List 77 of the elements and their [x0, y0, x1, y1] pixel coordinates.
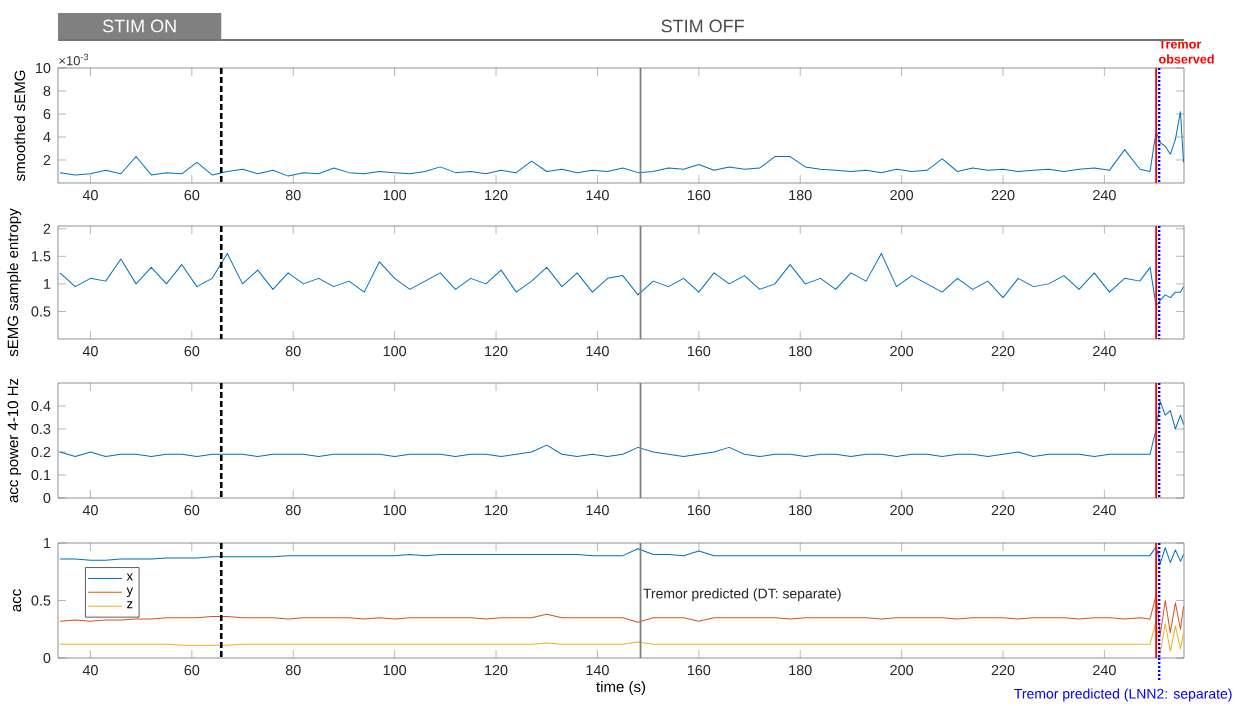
x-tick-label: 80 [285, 346, 301, 357]
y-tick-label: 0.3 [31, 423, 51, 435]
x-tick-label: 140 [586, 190, 609, 201]
x-tick-label: 200 [890, 505, 914, 516]
y-tick-label: 0.5 [31, 595, 51, 606]
y-tick-label: 0.5 [31, 306, 51, 317]
y-tick-label: 10 [36, 62, 51, 74]
x-tick-label: 40 [82, 346, 98, 357]
x-tick-label: 200 [890, 346, 914, 357]
y-tick-label: 0 [43, 492, 51, 504]
x-tick-label: 60 [184, 665, 200, 676]
x-tick-label: 160 [687, 346, 711, 357]
x-tick-label: 80 [285, 190, 301, 201]
x-tick-label: 240 [1093, 505, 1116, 516]
y-tick-label: 2 [43, 154, 51, 166]
x-tick-label: 120 [485, 665, 508, 676]
y-tick-label: 8 [43, 85, 51, 97]
legend-label: z [127, 601, 133, 609]
ref-line-label: Tremor observed [1158, 39, 1214, 64]
x-tick-label: 160 [687, 190, 711, 201]
y-tick-label: 1.5 [32, 251, 51, 262]
y-tick-label: 4 [43, 132, 51, 142]
x-tick-label: 220 [991, 346, 1015, 357]
y-tick-label: 1 [44, 278, 51, 289]
x-tick-label: 120 [485, 190, 508, 201]
y-axis-title: sEMG sample entropy [7, 208, 22, 357]
x-tick-label: 240 [1093, 346, 1116, 357]
y-tick-label: 0 [43, 652, 51, 664]
x-tick-label: 240 [1093, 190, 1116, 201]
x-tick-label: 200 [890, 665, 914, 676]
x-tick-label: 100 [383, 346, 407, 357]
x-tick-label: 60 [184, 190, 200, 201]
ref-line-label: Tremor predicted (LNN2: separate) [1014, 688, 1232, 702]
line-series [59, 111, 1184, 177]
legend-label: y [126, 587, 134, 597]
x-tick-label: 180 [789, 505, 812, 516]
x-tick-label: 100 [383, 505, 407, 516]
x-tick-label: 160 [687, 505, 711, 516]
x-axis-title: time (s) [596, 681, 646, 695]
x-tick-label: 140 [586, 665, 609, 676]
x-tick-label: 100 [383, 190, 407, 201]
legend-label: x [126, 573, 133, 581]
y-tick-label: 1 [44, 538, 51, 548]
x-tick-label: 60 [184, 505, 200, 516]
x-tick-label: 80 [285, 665, 301, 676]
x-tick-label: 40 [82, 190, 98, 201]
y-tick-label: 2 [43, 223, 51, 234]
y-axis-title: acc [12, 589, 22, 612]
x-tick-label: 240 [1093, 665, 1116, 676]
x-tick-label: 40 [82, 505, 98, 516]
y-tick-label: 6 [43, 108, 51, 120]
text: STIM ON [102, 19, 176, 33]
x-tick-label: 40 [82, 665, 98, 676]
x-tick-label: 160 [687, 665, 711, 676]
x-tick-label: 60 [184, 346, 200, 357]
x-tick-label: 120 [485, 346, 508, 357]
y-tick-label: 0.2 [31, 446, 51, 458]
y-tick-label: 0.4 [31, 400, 51, 412]
y-axis-title: acc power 4-10 Hz [7, 378, 22, 503]
ref-line-label: Tremor predicted (DT: separate) [643, 588, 841, 602]
x-tick-label: 220 [991, 505, 1015, 516]
text: ×10$^{-3}$ [59, 53, 89, 66]
x-tick-label: 220 [991, 190, 1015, 201]
line-series [59, 253, 1184, 307]
x-tick-label: 140 [586, 346, 609, 357]
x-tick-label: 80 [285, 505, 301, 516]
y-axis-title: smoothed sEMG [14, 70, 26, 181]
x-tick-label: 100 [383, 665, 407, 676]
x-tick-label: 180 [789, 190, 812, 201]
x-tick-label: 180 [789, 665, 812, 676]
x-tick-label: 140 [586, 505, 609, 516]
x-tick-label: 180 [789, 346, 812, 357]
text: STIM OFF [661, 19, 744, 33]
y-tick-label: 0.1 [31, 469, 51, 481]
x-tick-label: 200 [890, 190, 914, 201]
x-tick-label: 120 [485, 505, 508, 516]
x-tick-label: 220 [991, 665, 1015, 676]
